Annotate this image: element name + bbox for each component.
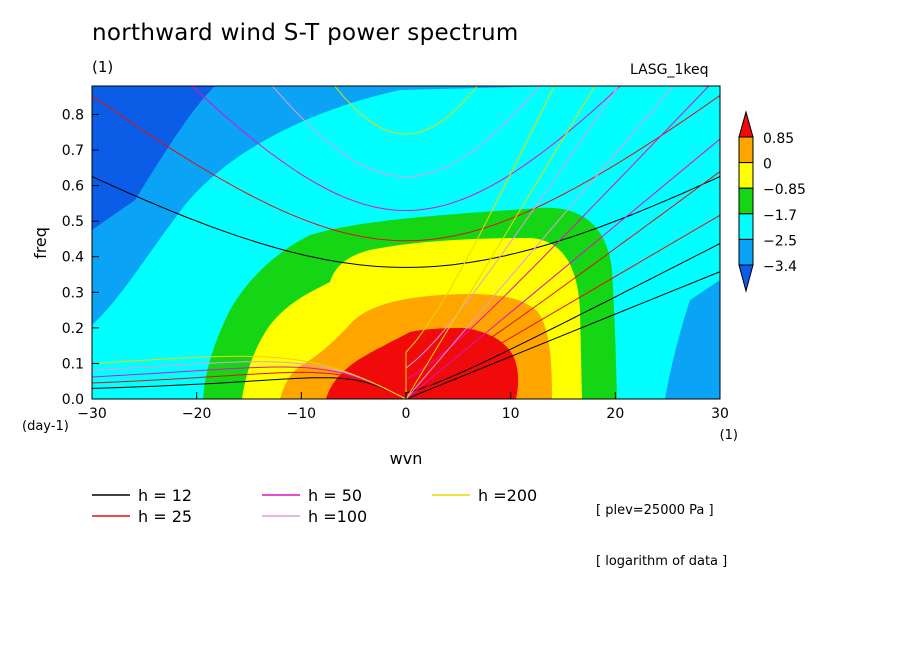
x-tick-label: −30 [77,406,107,422]
rossby-curve-2 [92,371,407,399]
colorbar-label: −3.4 [763,259,797,275]
colorbar-segment [738,136,754,164]
colorbar-top-arrow [738,110,754,138]
legend-label-5: h =200 [478,486,537,505]
notes: [ plev=25000 Pa ] [ logarithm of data ] [596,468,727,587]
y-tick-label: 0.3 [62,285,84,301]
title-unit: (1) [92,58,114,76]
colorbar-segment [738,213,754,240]
colorbar-label: −1.7 [763,208,797,224]
plot-area [92,86,720,399]
x-tick-label: 10 [502,406,520,422]
colorbar-segment [738,238,754,266]
note-plev: [ plev=25000 Pa ] [596,503,714,518]
colorbar-bottom-arrow [738,264,754,293]
colorbar-label: −0.85 [763,182,806,198]
chart-title: northward wind S-T power spectrum [92,20,519,46]
y-axis-unit: (day-1) [22,419,69,434]
colorbar-label: 0 [763,157,772,173]
legend-label-3: h = 50 [308,486,362,505]
x-tick-label: −10 [287,406,317,422]
mrg-curve-4 [405,86,620,399]
ig-curve-2 [92,95,720,242]
colorbar: 0.85 0 −0.85 −1.7 −2.5 −3.4 [738,110,806,293]
x-axis-unit: (1) [720,428,738,443]
colorbar-label: 0.85 [763,131,794,147]
legend-label-2: h = 25 [138,507,192,526]
dispersion-curves [92,86,720,399]
legend-label-4: h =100 [308,507,367,526]
x-axis-label: wvn [390,449,423,468]
colorbar-segment [738,187,754,215]
ig-curve-5 [333,86,479,135]
y-tick-label: 0.6 [62,179,84,195]
x-tick-label: 30 [711,406,729,422]
colorbar-label: −2.5 [763,233,797,249]
note-log: [ logarithm of data ] [596,554,728,569]
mrg-curve-1 [405,243,720,399]
ig-curve-1 [92,176,720,268]
kelvin-line-4 [405,86,674,399]
model-name: LASG_1keq [630,62,709,78]
y-axis-label: freq [31,227,50,259]
axes: −30 −20 −10 0 10 20 30 0.0 0.1 0.2 0.3 0.4 0.5 0.6 0.7… [22,107,738,468]
y-tick-label: 0.4 [62,250,84,266]
x-tick-label: 0 [402,406,411,422]
y-tick-label: 0.0 [62,392,84,408]
x-tick-label: 20 [606,406,624,422]
kelvin-line-1 [405,271,720,399]
kelvin-line-3 [405,138,720,399]
kelvin-line-2 [405,214,720,399]
x-tick-label: −20 [182,406,212,422]
rossby-curve-1 [92,377,407,399]
y-tick-label: 0.5 [62,214,84,230]
level-darkblue [92,86,215,230]
y-tick-label: 0.7 [62,143,84,159]
kelvin-line-5 [405,86,596,399]
rossby-curve-5 [92,355,407,399]
ig-curve-4 [271,86,541,178]
y-tick-label: 0.1 [62,356,84,372]
legend-label-1: h = 12 [138,486,192,505]
y-tick-label: 0.8 [62,107,84,123]
mrg-curve-5 [405,86,555,399]
mrg-curve-2 [405,171,720,399]
rossby-curve-3 [92,366,407,399]
colorbar-segment [738,162,754,189]
y-tick-label: 0.2 [62,321,84,337]
legend: h = 12 h = 25 h = 50 h =100 h =200 [92,486,537,526]
rossby-curve-4 [92,361,407,399]
